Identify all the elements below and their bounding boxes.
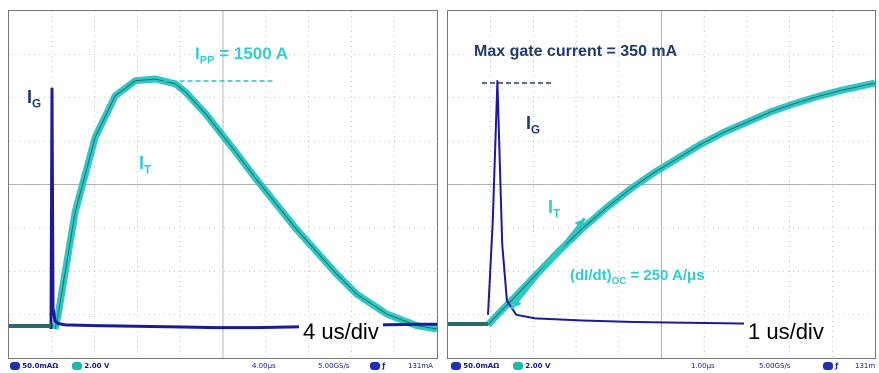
didt-arrowhead-bottom-icon [511,297,522,309]
channel2-icon [513,362,523,370]
ig-label-right: IG [526,113,541,137]
ch1-scale: 50.0mAΩ [463,362,500,370]
timebase-label-left: 4 us/div [299,319,383,345]
ch2-scale: 2.00 V [84,362,110,370]
timebase-readout: 1.00μs [691,362,715,370]
timebase-readout: 4.00μs [252,362,276,370]
channel2-icon [72,362,82,370]
series-it-edge [54,78,437,330]
channel1-icon [451,362,461,370]
scope-plot-left: IPP = 1500 A IG IT 4 us/div [8,10,438,359]
series-it-trace [485,79,875,328]
didt-arrowhead-top-icon [574,218,585,230]
trigger-level-readout: 131mA [408,362,433,370]
ch1-scale: 50.0mAΩ [22,362,59,370]
status-bar-right: 50.0mAΩ 2.00 V 1.00μs 5.00GS/s ƒ 131m [443,359,879,373]
sample-rate-readout: 5.00GS/s [759,362,791,370]
trigger-channel-icon [823,362,833,370]
trigger-level-readout: 131m [855,362,876,370]
series-ig-trace [49,87,437,330]
status-bar-left: 50.0mAΩ 2.00 V 4.00μs 5.00GS/s ƒ 131mA [0,359,437,373]
it-label-right: IT [548,197,561,221]
trigger-slope-icon: ƒ [835,362,839,370]
series-ig-trace [487,80,819,326]
timebase-label-right: 1 us/div [744,319,828,345]
series-it-edge [487,82,875,326]
scope-panel-right: Max gate current = 350 mA IG IT (dI/dt)O… [443,0,879,373]
scope-panel-left: IPP = 1500 A IG IT 4 us/div 50.0mAΩ 2.00… [0,0,438,373]
it-label-left: IT [139,153,152,177]
didt-label: (dI/dt)OC = 250 A/μs [570,267,705,287]
series-it-trace [51,75,437,333]
max-gate-current-label: Max gate current = 350 mA [474,43,678,60]
ch2-scale: 2.00 V [525,362,551,370]
didt-arrow-line [510,217,586,310]
ig-label-left: IG [27,87,42,111]
trigger-slope-icon: ƒ [382,362,386,370]
channel1-icon [10,362,20,370]
scope-traces-right [448,11,875,358]
sample-rate-readout: 5.00GS/s [318,362,350,370]
ipp-label: IPP = 1500 A [195,44,289,67]
scope-plot-right: Max gate current = 350 mA IG IT (dI/dt)O… [447,10,876,359]
trigger-channel-icon [370,362,380,370]
